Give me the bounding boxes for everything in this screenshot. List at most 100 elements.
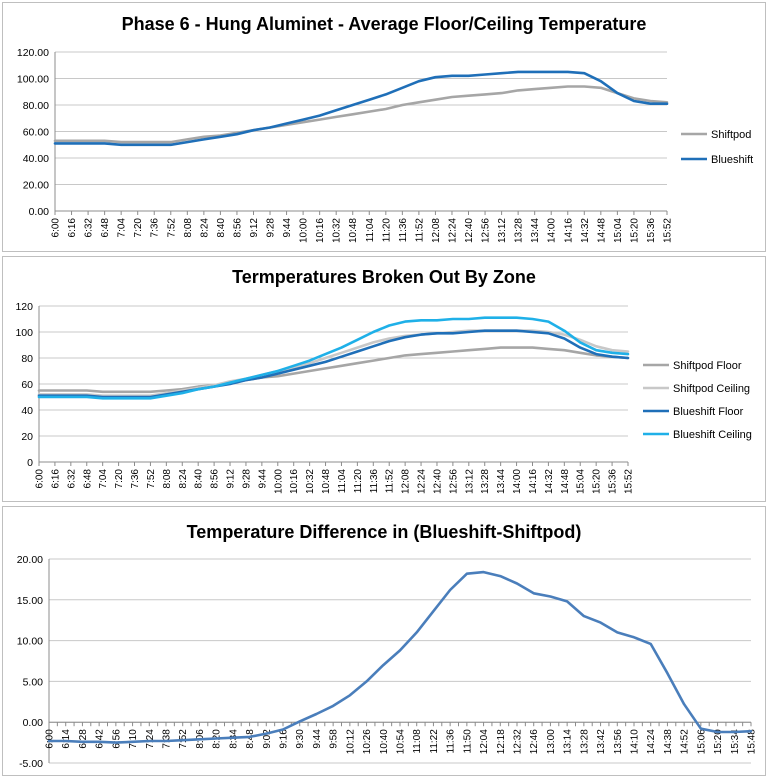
x-tick-label: 10:00 <box>299 218 310 243</box>
x-tick-label: 6:56 <box>111 729 122 749</box>
x-tick-label: 15:04 <box>613 218 624 243</box>
x-tick-label: 8:08 <box>183 218 194 238</box>
x-tick-label: 7:52 <box>178 729 189 749</box>
series-line <box>53 85 669 144</box>
y-tick-label: 120.00 <box>17 47 49 59</box>
x-tick-label: 7:04 <box>98 469 109 489</box>
x-tick-label: 11:36 <box>398 218 409 243</box>
x-tick-label: 11:08 <box>412 729 423 754</box>
y-tick-label: 20 <box>21 431 33 443</box>
x-tick-label: 15:20 <box>592 469 603 494</box>
x-tick-label: 8:48 <box>245 729 256 749</box>
x-tick-label: 8:40 <box>194 469 205 489</box>
x-tick-label: 8:56 <box>232 218 243 238</box>
x-tick-label: 8:40 <box>216 218 227 238</box>
x-tick-label: 10:32 <box>332 218 343 243</box>
x-tick-label: 13:14 <box>563 729 574 754</box>
y-tick-label: 100 <box>15 327 33 339</box>
x-tick-label: 13:28 <box>480 469 491 494</box>
x-tick-label: 11:22 <box>429 729 440 754</box>
x-tick-label: 14:52 <box>680 729 691 754</box>
chart-title: Termperatures Broken Out By Zone <box>232 267 536 287</box>
x-tick-label: 14:10 <box>630 729 641 754</box>
x-tick-label: 14:48 <box>596 218 607 243</box>
average-temperature-chart: Phase 6 - Hung Aluminet - Average Floor/… <box>2 2 766 252</box>
x-tick-label: 15:04 <box>576 469 587 494</box>
legend-label: Blueshift Ceiling <box>673 429 752 441</box>
x-tick-label: 14:16 <box>528 469 539 494</box>
x-tick-label: 6:16 <box>50 469 61 489</box>
x-tick-label: 12:24 <box>447 218 458 243</box>
x-tick-label: 6:32 <box>84 218 95 238</box>
x-tick-label: 7:20 <box>114 469 125 489</box>
x-tick-label: 15:52 <box>663 218 674 243</box>
x-tick-label: 9:30 <box>295 729 306 749</box>
series-line <box>37 346 630 394</box>
x-tick-label: 6:48 <box>82 469 93 489</box>
x-tick-label: 12:40 <box>464 218 475 243</box>
x-tick-label: 7:10 <box>128 729 139 749</box>
zone-temperature-svg: Termperatures Broken Out By Zone 0 20 40 60 8… <box>15 267 752 494</box>
x-tick-label: 15:20 <box>629 218 640 243</box>
x-tick-label: 15:48 <box>747 729 758 754</box>
x-tick-label: 8:08 <box>162 469 173 489</box>
y-tick-label: 10.00 <box>17 636 43 648</box>
x-tick-label: 9:28 <box>241 469 252 489</box>
x-tick-label: 14:48 <box>560 469 571 494</box>
x-tick-label: 13:28 <box>579 729 590 754</box>
x-tick-label: 15:06 <box>696 729 707 754</box>
legend-label: Shiftpod Floor <box>673 360 742 372</box>
x-tick-label: 12:04 <box>479 729 490 754</box>
series-line <box>47 570 753 744</box>
x-tick-label: 12:18 <box>496 729 507 754</box>
y-tick-label: 40 <box>21 405 33 417</box>
legend-label: Shiftpod Ceiling <box>673 383 750 395</box>
x-tick-label: 13:12 <box>497 218 508 243</box>
x-tick-label: 10:26 <box>362 729 373 754</box>
x-tick-label: 9:16 <box>279 729 290 749</box>
x-tick-label: 15:36 <box>608 469 619 494</box>
x-tick-label: 7:36 <box>150 218 161 238</box>
x-tick-label: 8:24 <box>199 218 210 238</box>
y-tick-label: 80 <box>21 353 33 365</box>
x-tick-label: 11:52 <box>385 469 396 494</box>
x-tick-label: 13:12 <box>464 469 475 494</box>
x-tick-label: 12:56 <box>448 469 459 494</box>
x-tick-label: 14:38 <box>663 729 674 754</box>
x-tick-label: 7:38 <box>162 729 173 749</box>
x-tick-label: 7:24 <box>145 729 156 749</box>
x-tick-label: 11:36 <box>446 729 457 754</box>
x-tick-label: 10:54 <box>396 729 407 754</box>
x-tick-label: 14:00 <box>512 469 523 494</box>
x-tick-label: 10:40 <box>379 729 390 754</box>
x-tick-label: 10:32 <box>305 469 316 494</box>
x-tick-label: 15:52 <box>624 469 635 494</box>
x-tick-label: 15:34 <box>730 729 741 754</box>
x-tick-label: 12:32 <box>513 729 524 754</box>
series-line <box>37 329 630 399</box>
x-tick-label: 6:14 <box>61 729 72 749</box>
x-tick-label: 14:24 <box>646 729 657 754</box>
x-tick-label: 9:12 <box>249 218 260 238</box>
x-tick-label: 6:32 <box>66 469 77 489</box>
legend-label: Blueshift Floor <box>673 406 744 418</box>
x-tick-label: 6:48 <box>100 218 111 238</box>
x-tick-label: 14:16 <box>563 218 574 243</box>
x-tick-label: 11:20 <box>353 469 364 494</box>
x-tick-label: 13:44 <box>496 469 507 494</box>
y-tick-label: -5.00 <box>19 758 43 770</box>
x-tick-label: 6:00 <box>35 469 46 489</box>
x-tick-label: 6:16 <box>67 218 78 238</box>
x-tick-label: 13:28 <box>514 218 525 243</box>
x-tick-label: 9:28 <box>266 218 277 238</box>
x-tick-label: 12:56 <box>481 218 492 243</box>
x-tick-label: 14:00 <box>547 218 558 243</box>
x-tick-label: 11:36 <box>369 469 380 494</box>
x-tick-label: 13:56 <box>613 729 624 754</box>
series-line <box>37 316 630 400</box>
x-tick-label: 12:08 <box>431 218 442 243</box>
average-temperature-svg: Phase 6 - Hung Aluminet - Average Floor/… <box>17 14 753 243</box>
x-tick-label: 9:44 <box>312 729 323 749</box>
x-tick-label: 10:48 <box>348 218 359 243</box>
chart-title: Temperature Difference in (Blueshift-Shi… <box>187 522 582 542</box>
